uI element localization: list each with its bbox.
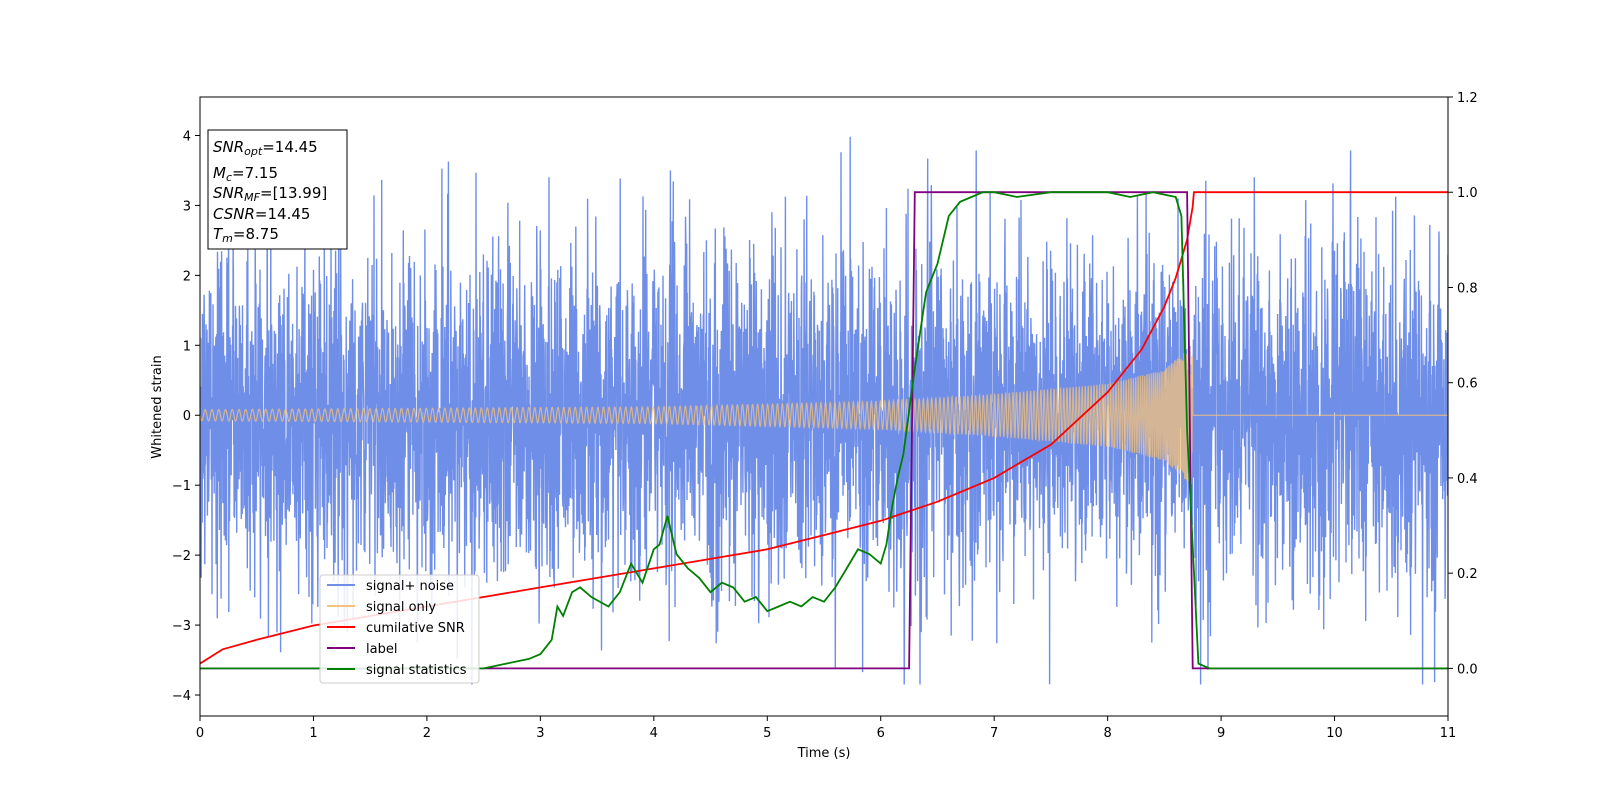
y2-tick-label-6: 1.2 (1457, 91, 1478, 106)
series-signal-noise (200, 136, 1448, 685)
y-tick-label-7: 3 (183, 199, 191, 214)
y-axis-label: Whitened strain (150, 355, 165, 458)
legend-label-signal-only: signal only (366, 600, 436, 615)
y-tick-label-8: 4 (183, 129, 191, 144)
y2-tick-label-0: 0.0 (1457, 662, 1478, 677)
annotation-mc: Mc=7.15 (213, 164, 278, 184)
x-tick-label-4: 4 (650, 726, 658, 741)
legend-label-signal-noise: signal+ noise (366, 579, 454, 594)
annotation-snr-mf: SNRMF=[13.99] (213, 184, 327, 204)
x-tick-label-8: 8 (1103, 726, 1111, 741)
series-signal-statistics (200, 191, 1448, 670)
y2-tick-label-4: 0.8 (1457, 281, 1478, 296)
annotation-snr-opt: SNRopt=14.45 (213, 138, 318, 158)
series-signal-only (200, 347, 1448, 484)
y2-tick-label-5: 1.0 (1457, 186, 1478, 201)
y-tick-label-3: −1 (172, 479, 191, 494)
annotation-box: SNRopt=14.45 Mc=7.15 SNRMF=[13.99] CSNR=… (207, 129, 348, 250)
x-axis-label: Time (s) (797, 746, 851, 761)
x-axis: 0 1 2 3 4 5 6 7 8 9 10 11 (196, 716, 1456, 741)
y-tick-label-4: 0 (183, 409, 191, 424)
x-tick-label-7: 7 (990, 726, 998, 741)
legend: signal+ noise signal only cumilative SNR… (319, 574, 480, 684)
legend-label-label: label (366, 642, 397, 657)
y-tick-label-1: −3 (172, 619, 191, 634)
y-tick-label-5: 1 (183, 339, 191, 354)
x-tick-label-5: 5 (763, 726, 771, 741)
legend-label-cumulative-snr: cumilative SNR (366, 621, 465, 636)
y2-tick-label-2: 0.4 (1457, 472, 1478, 487)
y-tick-label-2: −2 (172, 549, 191, 564)
x-tick-label-2: 2 (423, 726, 431, 741)
y2-axis: 0.0 0.2 0.4 0.6 0.8 1.0 1.2 (1448, 91, 1478, 677)
x-tick-label-9: 9 (1217, 726, 1225, 741)
legend-frame (319, 574, 480, 684)
x-tick-label-11: 11 (1440, 726, 1457, 741)
x-tick-label-1: 1 (309, 726, 317, 741)
y-axis: −4 −3 −2 −1 0 1 2 3 4 (172, 129, 200, 704)
x-tick-label-10: 10 (1326, 726, 1343, 741)
x-tick-label-3: 3 (536, 726, 544, 741)
plot-frame (199, 96, 1449, 717)
annotation-tm: Tm=8.75 (213, 225, 279, 245)
y2-tick-label-1: 0.2 (1457, 567, 1478, 582)
y-tick-label-0: −4 (172, 689, 191, 704)
y2-tick-label-3: 0.6 (1457, 377, 1478, 392)
legend-label-signal-statistics: signal statistics (366, 663, 467, 678)
y-tick-label-6: 2 (183, 269, 191, 284)
annotation-csnr: CSNR=14.45 (213, 205, 310, 223)
x-tick-label-0: 0 (196, 726, 204, 741)
x-tick-label-6: 6 (877, 726, 885, 741)
